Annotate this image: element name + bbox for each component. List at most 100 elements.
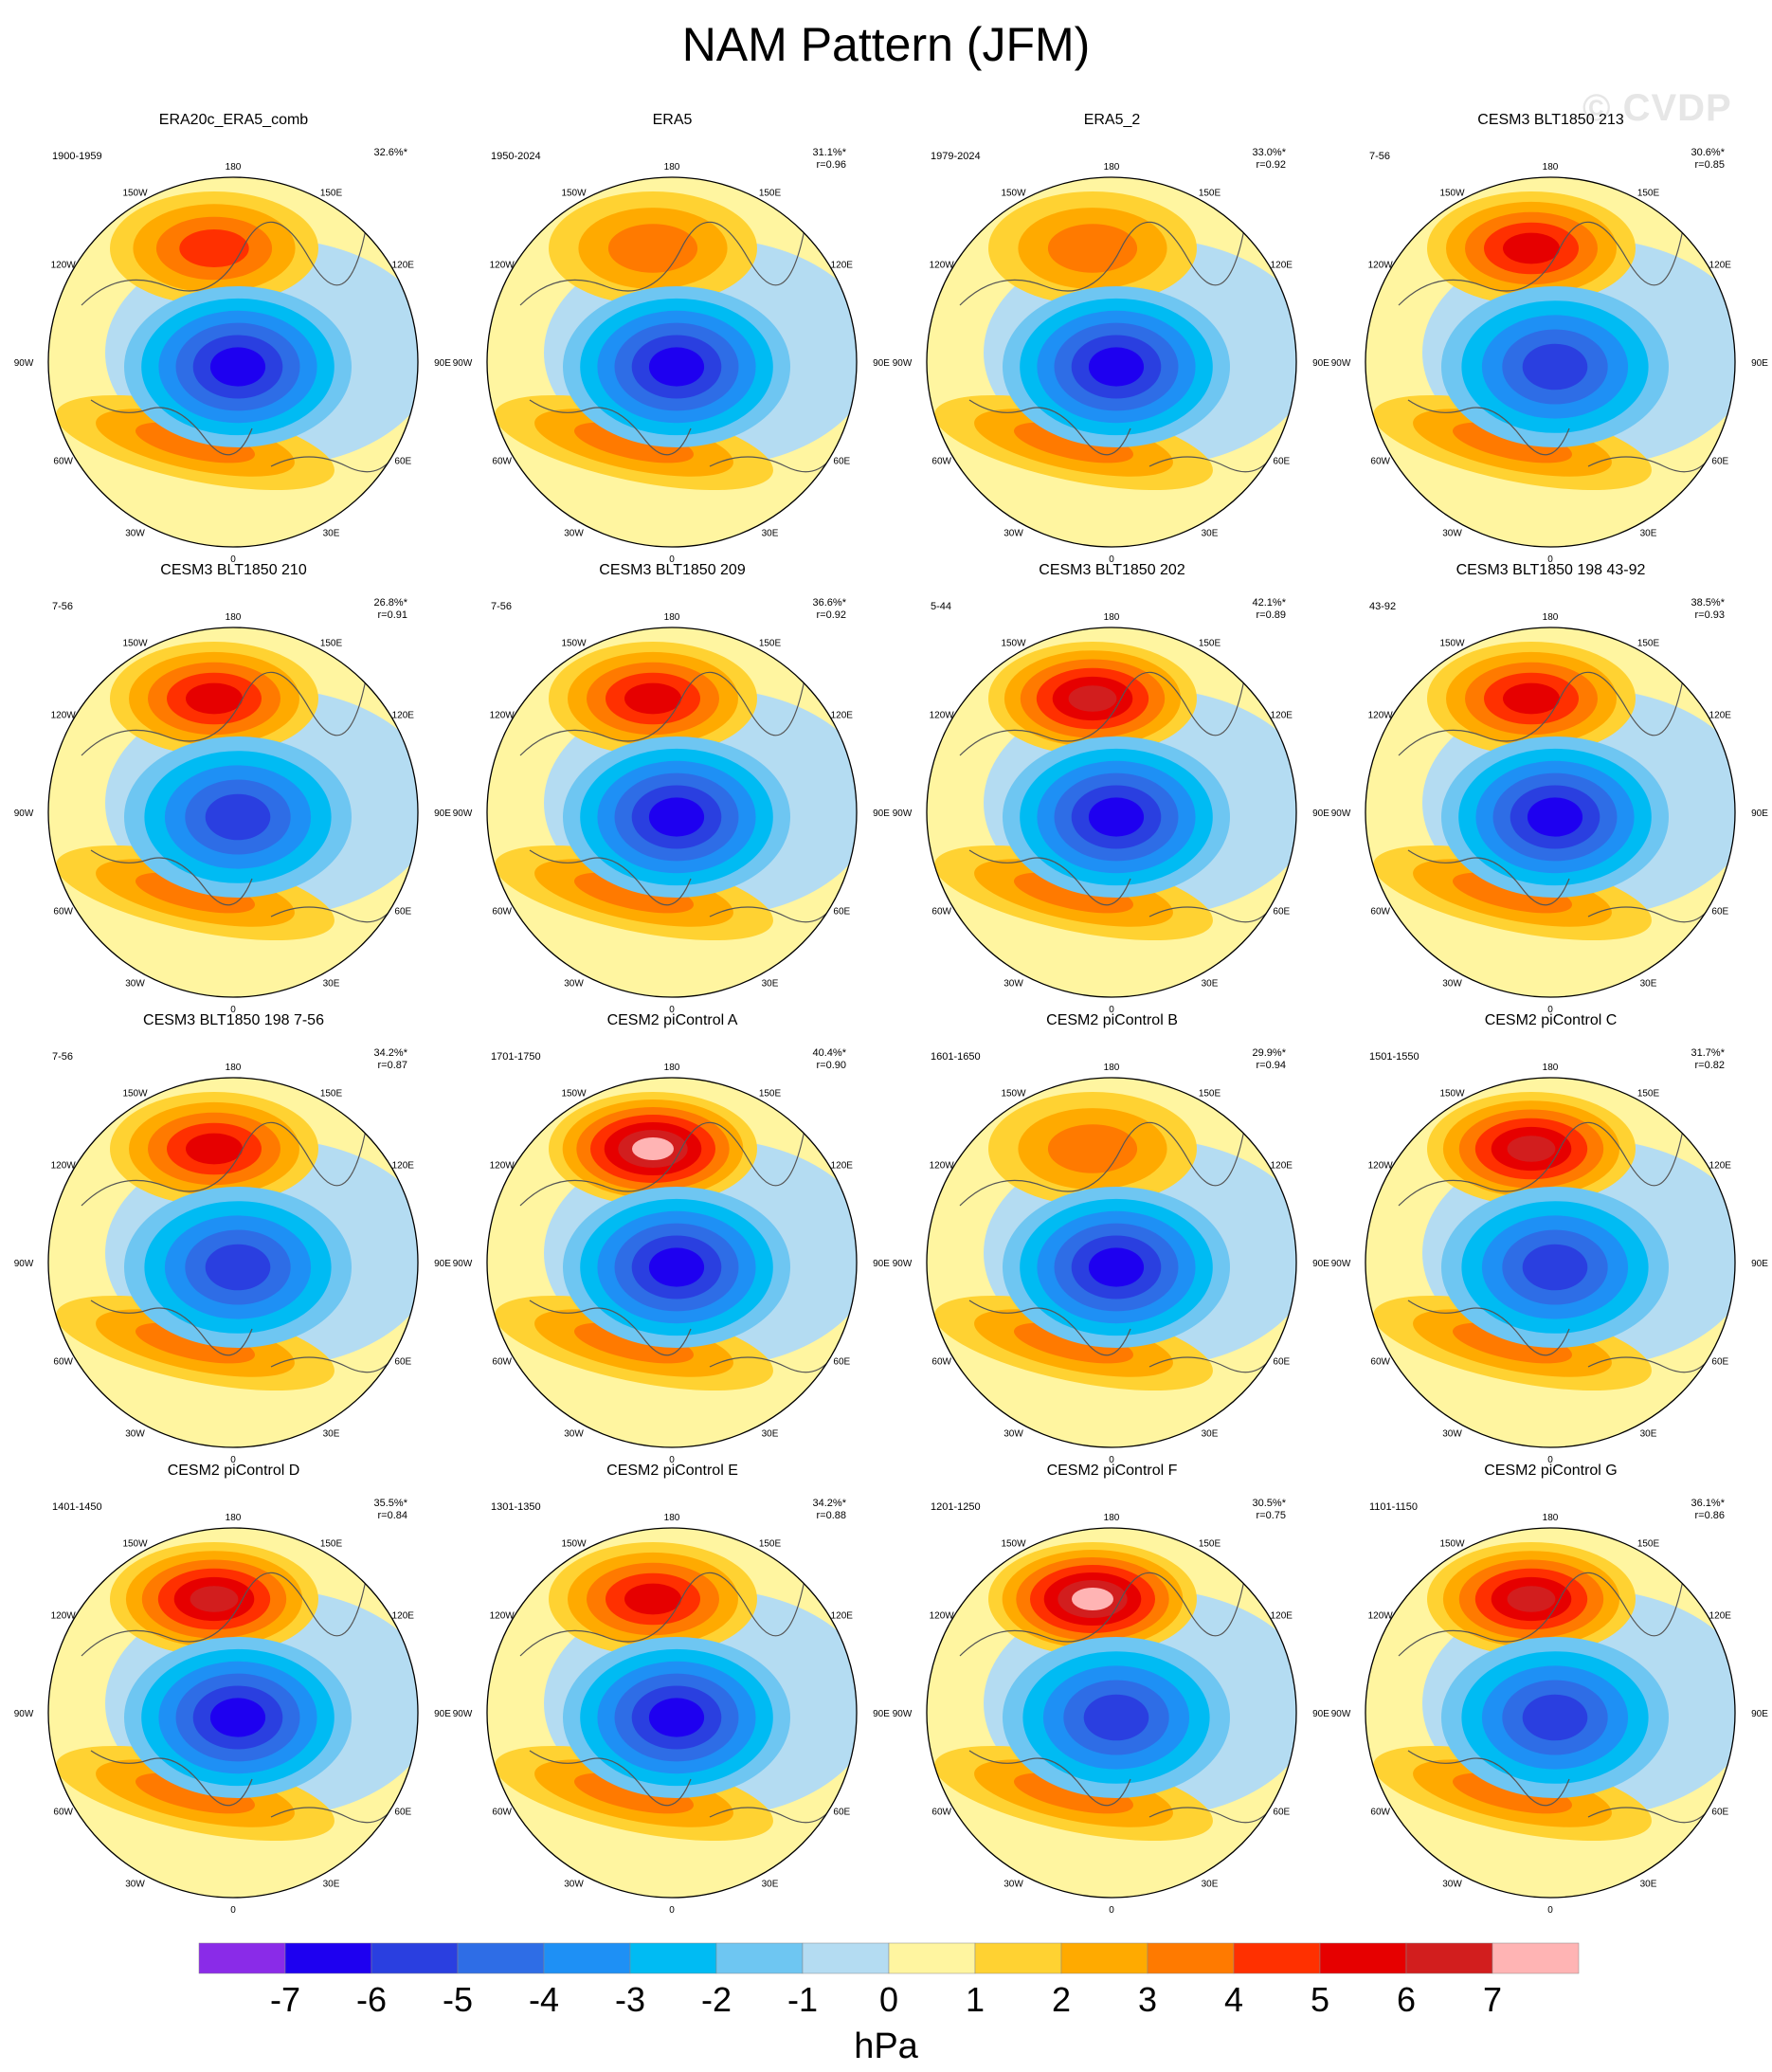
longitude-label: 150E [320, 189, 343, 199]
longitude-label: 60W [931, 457, 951, 467]
contour-fill [136, 872, 255, 914]
longitude-label: 120W [930, 1611, 955, 1622]
longitude-label: 120W [1368, 711, 1394, 721]
longitude-label: 60W [1370, 907, 1390, 918]
map-panel: CESM2 piControl C 1501-1550 31.7%* r=0.82 18… [1331, 1012, 1770, 1464]
map-panel: CESM3 BLT1850 213 7-56 30.6%* r=0.85 180 150E… [1331, 112, 1770, 564]
panel-title: CESM3 BLT1850 198 7-56 [143, 1012, 324, 1028]
longitude-label: 150E [759, 189, 782, 199]
polar-map: 180 150E 120E 90E 60E 30E 0 30W 60W 90W 120W 150W [453, 1513, 890, 1915]
map-panel: CESM3 BLT1850 198 7-56 7-56 34.2%* r=0.87 18… [14, 1012, 453, 1464]
longitude-label: 60E [1711, 457, 1728, 467]
contour-fill [209, 347, 266, 387]
contour-fill [209, 1698, 266, 1737]
contour-fill [607, 224, 698, 273]
longitude-label: 120W [490, 711, 515, 721]
map-boundary [486, 1077, 858, 1448]
longitude-label: 150E [320, 1539, 343, 1550]
map-boundary [486, 1527, 858, 1899]
contour-fill [186, 682, 243, 715]
colorbar-tick-label: 7 [1483, 1980, 1502, 2019]
colorbar-tick-label: -4 [529, 1980, 559, 2019]
longitude-label: 180 [1104, 1063, 1120, 1073]
panel-title: CESM2 piControl B [1046, 1012, 1178, 1028]
longitude-label: 60E [394, 1808, 411, 1818]
pattern-correlation: r=0.92 [1256, 159, 1287, 171]
panel-stats: 33.0%* r=0.92 [1220, 147, 1286, 172]
longitude-label: 60W [53, 907, 73, 918]
longitude-label: 60E [833, 1808, 850, 1818]
longitude-label: 0 [669, 1455, 675, 1464]
longitude-label: 60W [492, 457, 512, 467]
colorbar-swatch [457, 1942, 545, 1974]
map-boundary [486, 627, 858, 998]
longitude-label: 90W [893, 1709, 913, 1719]
colorbar-swatch [284, 1942, 372, 1974]
panel-title: CESM2 piControl G [1484, 1463, 1618, 1479]
panel-title: CESM3 BLT1850 198 43-92 [1456, 562, 1646, 578]
longitude-label: 150E [759, 639, 782, 649]
longitude-label: 90W [14, 1259, 34, 1269]
pattern-correlation: r=0.85 [1694, 159, 1726, 171]
longitude-label: 60E [833, 907, 850, 918]
contour-fill [1068, 685, 1117, 712]
longitude-label: 0 [1109, 1005, 1114, 1014]
longitude-label: 30E [1202, 528, 1219, 538]
longitude-label: 30W [564, 978, 584, 989]
polar-map: 180 150E 120E 90E 60E 30E 0 30W 60W 90W 120W 150W [453, 612, 890, 1014]
panel-title: ERA5_2 [1083, 112, 1141, 128]
longitude-label: 150E [1637, 1089, 1660, 1100]
longitude-label: 0 [669, 1905, 675, 1915]
colorbar-tick-label: -3 [615, 1980, 645, 2019]
panel-period: 7-56 [52, 1051, 74, 1063]
longitude-label: 120E [1709, 1611, 1732, 1622]
map-panel: CESM3 BLT1850 210 7-56 26.8%* r=0.91 180 150E… [14, 562, 453, 1014]
map-panel: CESM2 piControl D 1401-1450 35.5%* r=0.84 18… [14, 1463, 453, 1915]
panel-period: 1701-1750 [491, 1051, 541, 1063]
longitude-label: 30E [323, 1879, 340, 1889]
longitude-label: 60E [833, 457, 850, 467]
colorbar-swatch [1319, 1942, 1407, 1974]
longitude-label: 30E [323, 978, 340, 989]
longitude-label: 120W [1368, 1611, 1394, 1622]
longitude-label: 180 [226, 1063, 242, 1073]
longitude-label: 150W [122, 189, 148, 199]
longitude-label: 90W [893, 809, 913, 819]
longitude-label: 150E [1637, 639, 1660, 649]
longitude-label: 60E [1711, 1357, 1728, 1368]
longitude-label: 60W [53, 1357, 73, 1368]
longitude-label: 120W [930, 711, 955, 721]
longitude-label: 0 [1547, 1905, 1553, 1915]
longitude-label: 90E [873, 1259, 890, 1269]
contour-fill [1453, 422, 1572, 463]
longitude-label: 120W [51, 1161, 77, 1172]
longitude-label: 180 [664, 162, 680, 173]
longitude-label: 30E [762, 978, 779, 989]
longitude-label: 150W [122, 1539, 148, 1550]
panel-period: 1900-1959 [52, 151, 102, 162]
longitude-label: 90W [14, 1709, 34, 1719]
contour-fill [179, 229, 249, 267]
longitude-label: 150W [1439, 639, 1465, 649]
colorbar-swatch [1233, 1942, 1321, 1974]
longitude-label: 30W [1442, 1428, 1462, 1439]
longitude-label: 0 [1109, 554, 1114, 564]
longitude-label: 120W [930, 1161, 955, 1172]
longitude-label: 120W [490, 1611, 515, 1622]
longitude-label: 120W [51, 1611, 77, 1622]
variance-explained: 35.5%* [373, 1498, 407, 1509]
longitude-label: 60W [53, 1808, 73, 1818]
polar-map: 180 150E 120E 90E 60E 30E 0 30W 60W 90W 120W 150W [14, 1063, 451, 1464]
longitude-label: 120E [1271, 261, 1293, 271]
contour-fill [186, 1133, 243, 1165]
longitude-label: 0 [1109, 1905, 1114, 1915]
longitude-label: 90E [434, 1259, 451, 1269]
longitude-label: 180 [1543, 612, 1559, 623]
map-boundary [926, 1527, 1297, 1899]
longitude-label: 30E [1640, 978, 1657, 989]
map-boundary [1365, 627, 1736, 998]
variance-explained: 36.1%* [1691, 1498, 1725, 1509]
longitude-label: 150W [122, 1089, 148, 1100]
longitude-label: 90E [434, 358, 451, 369]
longitude-label: 30W [1004, 528, 1023, 538]
